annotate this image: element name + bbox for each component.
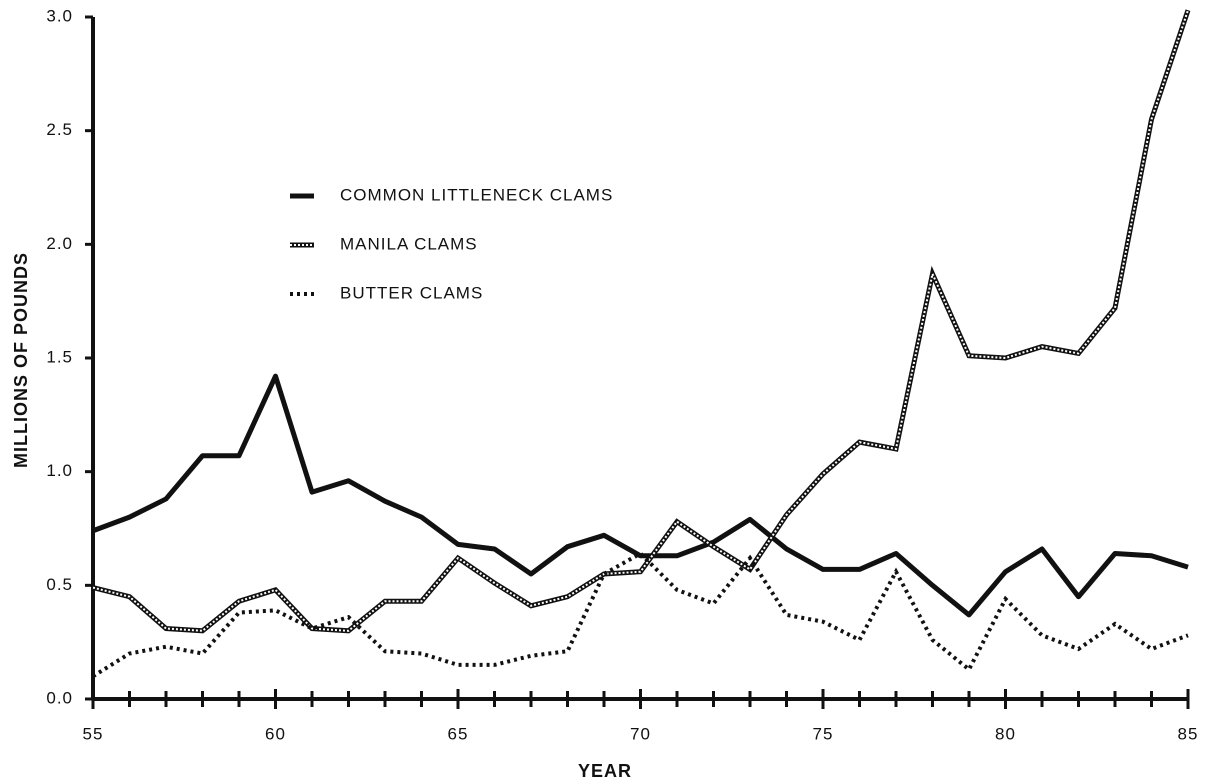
x-tick-label: 85 xyxy=(1178,724,1199,743)
legend-label: BUTTER CLAMS xyxy=(340,283,483,302)
x-tick-label: 70 xyxy=(630,724,651,743)
y-tick-label: 0.5 xyxy=(46,575,73,594)
y-tick-label: 2.5 xyxy=(46,120,73,139)
y-axis-title: MILLIONS OF POUNDS xyxy=(11,252,31,468)
legend-label: MANILA CLAMS xyxy=(340,234,478,253)
x-tick-label: 75 xyxy=(813,724,834,743)
data-line xyxy=(91,551,1189,678)
x-tick-label: 65 xyxy=(448,724,469,743)
y-tick-label: 2.0 xyxy=(46,234,73,253)
x-axis-title: YEAR xyxy=(578,761,632,781)
data-line xyxy=(92,373,1189,618)
data-line-inner xyxy=(92,9,1189,632)
x-tick-label: 80 xyxy=(995,724,1016,743)
y-tick-label: 0.0 xyxy=(46,688,73,707)
y-tick-label: 3.0 xyxy=(46,6,73,25)
x-tick-label: 55 xyxy=(83,724,104,743)
x-tick-label: 60 xyxy=(265,724,286,743)
data-line xyxy=(92,9,1191,634)
y-tick-label: 1.5 xyxy=(46,347,73,366)
legend-label: COMMON LITTLENECK CLAMS xyxy=(340,185,613,204)
y-tick-label: 1.0 xyxy=(46,461,73,480)
